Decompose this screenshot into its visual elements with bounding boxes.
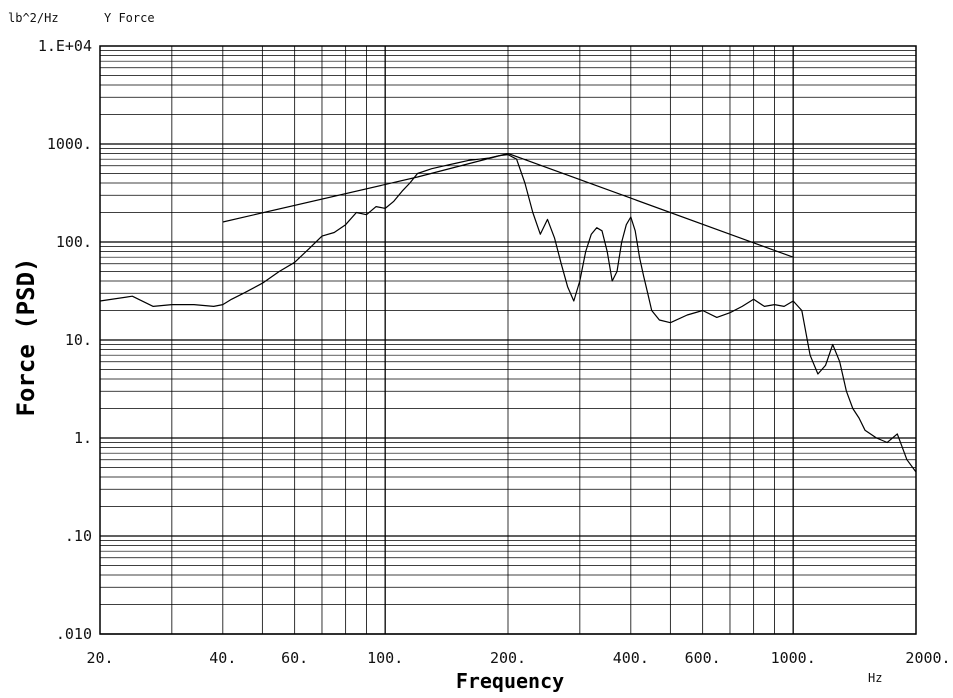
plot-frame bbox=[99, 45, 917, 635]
y-tick-label: 1000. bbox=[47, 135, 92, 153]
x-tick-label: 40. bbox=[209, 649, 236, 667]
y-axis-title: Force (PSD) bbox=[12, 258, 40, 417]
grid-lines bbox=[99, 46, 917, 635]
x-tick-label: 600. bbox=[685, 649, 721, 667]
y-unit-label: lb^2/Hz bbox=[8, 11, 59, 25]
data-series bbox=[99, 152, 917, 473]
x-axis-title: Frequency bbox=[456, 669, 564, 693]
x-tick-label: 400. bbox=[613, 649, 649, 667]
tick-labels: 20. 40. 60. 100. 200. 400. 600. 1000. 2000. 1.E+0… bbox=[38, 37, 951, 667]
y-tick-label: .10 bbox=[65, 527, 92, 545]
x-tick-label: 20. bbox=[86, 649, 113, 667]
x-tick-label: 100. bbox=[367, 649, 403, 667]
x-tick-label: 200. bbox=[490, 649, 526, 667]
measured-psd-line bbox=[99, 154, 917, 473]
x-tick-label: 60. bbox=[281, 649, 308, 667]
test-spec-line bbox=[222, 152, 794, 258]
x-tick-label: 2000. bbox=[905, 649, 950, 667]
y-tick-label: 100. bbox=[56, 233, 92, 251]
y-tick-label: 1.E+04 bbox=[38, 37, 92, 55]
y-tick-label: 10. bbox=[65, 331, 92, 349]
x-unit-label: Hz bbox=[868, 671, 882, 685]
y-tick-label: .010 bbox=[56, 625, 92, 643]
chart-title: Y Force bbox=[104, 11, 155, 25]
y-tick-label: 1. bbox=[74, 429, 92, 447]
x-tick-label: 1000. bbox=[771, 649, 816, 667]
